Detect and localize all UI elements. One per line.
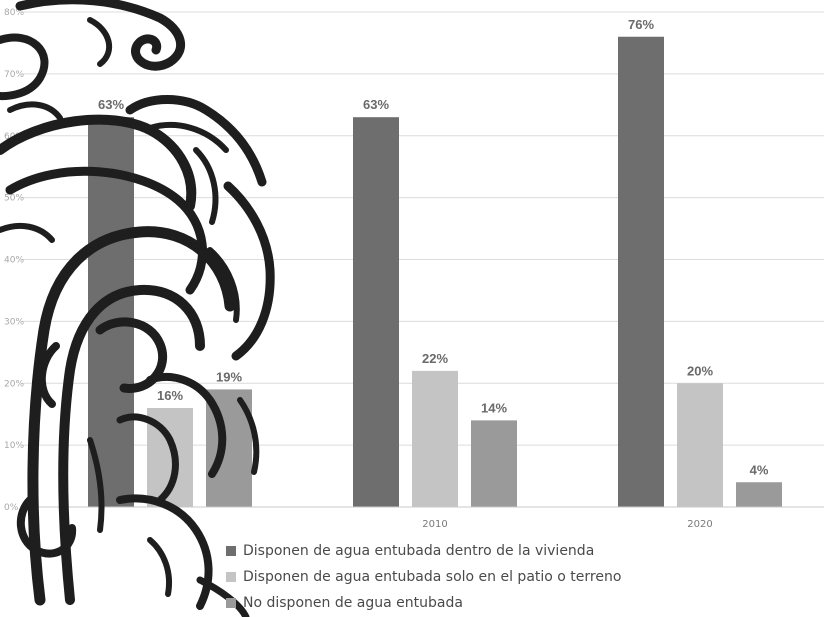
legend-swatch-inside [226, 546, 236, 556]
y-tick-label: 40% [4, 256, 24, 266]
x-tick-label: 2010 [422, 519, 447, 530]
legend-swatch-patio [226, 572, 236, 582]
legend-item-inside: Disponen de agua entubada dentro de la v… [226, 538, 621, 564]
legend-swatch-none [226, 598, 236, 608]
data-label: 19% [216, 369, 242, 384]
bar [88, 117, 134, 507]
bar [412, 370, 458, 507]
x-tick-label: 2020 [687, 519, 712, 530]
bar [736, 482, 782, 507]
data-label: 63% [98, 97, 124, 112]
legend-label-none: No disponen de agua entubada [243, 595, 463, 611]
data-label: 76% [628, 17, 654, 32]
chart-legend: Disponen de agua entubada dentro de la v… [226, 538, 621, 616]
data-label: 20% [687, 363, 713, 378]
bar [353, 117, 399, 507]
y-tick-label: 20% [4, 379, 24, 389]
y-tick-label: 30% [4, 317, 24, 327]
data-label: 14% [481, 400, 507, 415]
y-tick-label: 10% [4, 441, 24, 451]
legend-item-patio: Disponen de agua entubada solo en el pat… [226, 564, 621, 590]
y-tick-label: 0% [4, 503, 19, 513]
bar [147, 408, 193, 507]
bar [677, 383, 723, 507]
legend-label-inside: Disponen de agua entubada dentro de la v… [243, 543, 595, 559]
data-label: 63% [363, 97, 389, 112]
y-tick-label: 80% [4, 8, 24, 18]
data-label: 22% [422, 351, 448, 366]
data-label: 4% [750, 462, 769, 477]
bar [618, 36, 664, 507]
bar [471, 420, 517, 507]
y-tick-label: 60% [4, 132, 24, 142]
legend-item-none: No disponen de agua entubada [226, 590, 621, 616]
y-tick-label: 70% [4, 70, 24, 80]
data-label: 16% [157, 388, 183, 403]
y-tick-label: 50% [4, 194, 24, 204]
legend-label-patio: Disponen de agua entubada solo en el pat… [243, 569, 622, 585]
bar [206, 389, 252, 507]
